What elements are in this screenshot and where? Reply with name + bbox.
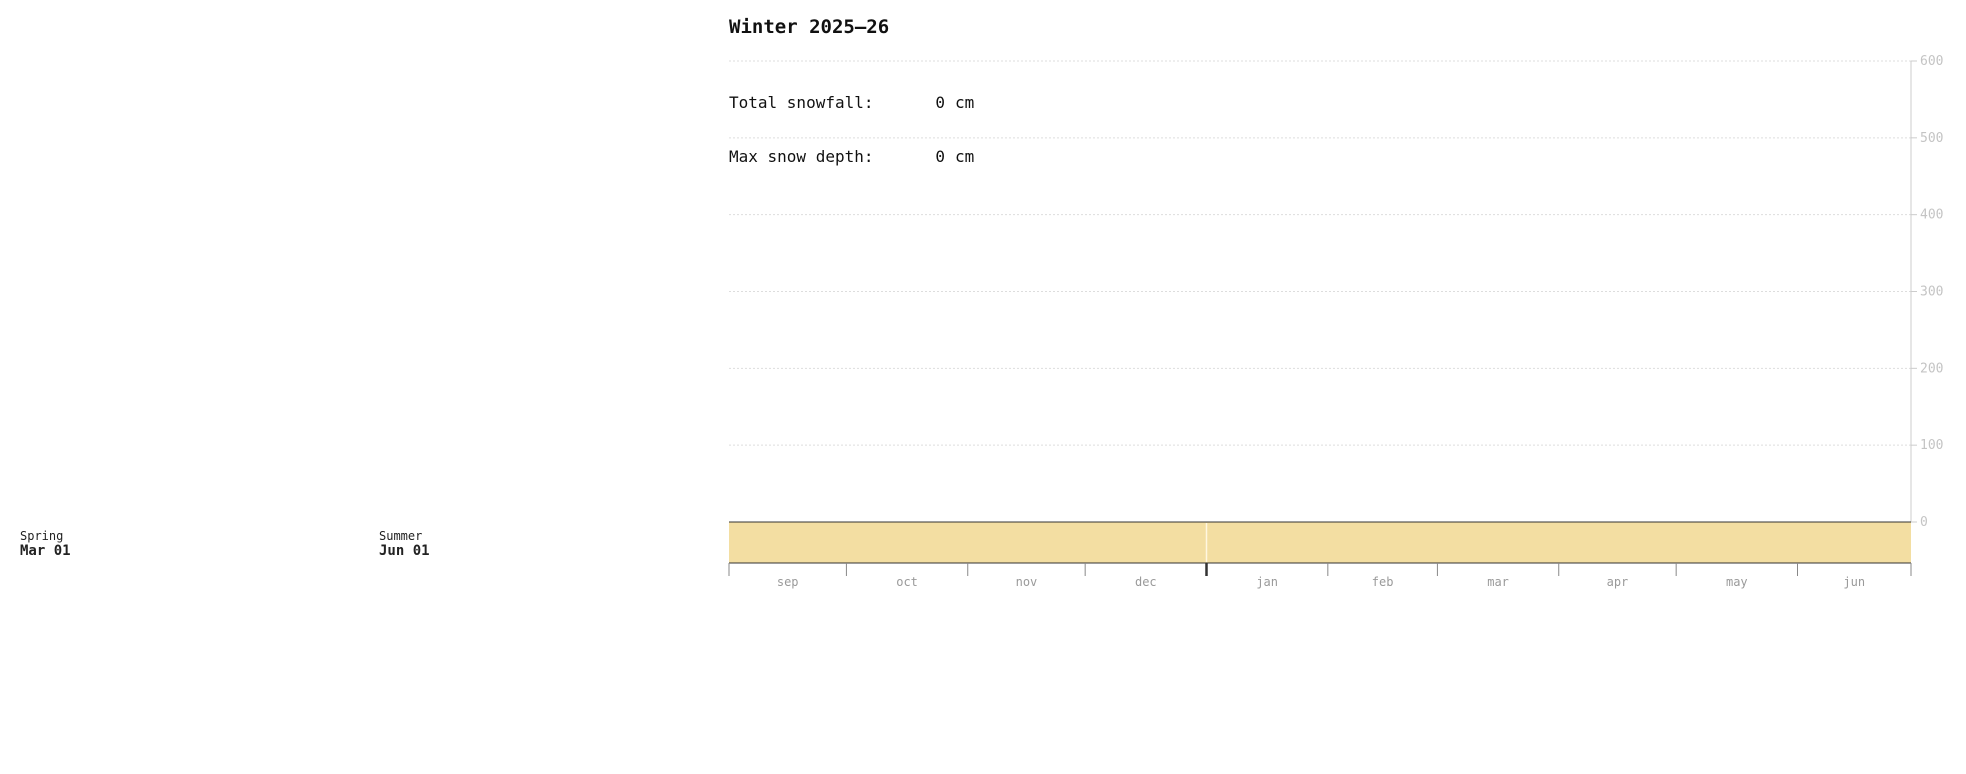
- month-label-jan: jan: [1256, 575, 1278, 589]
- stat-total-snowfall: Total snowfall: 0 cm: [729, 94, 974, 112]
- month-label-jun: jun: [1843, 575, 1865, 589]
- season-spring-name: Spring: [20, 529, 64, 543]
- max-depth-unit: cm: [955, 147, 975, 166]
- ytick-label-600: 600: [1920, 54, 1943, 69]
- stats-panel: Total snowfall: 0 cm Max snow depth: 0 cm: [729, 58, 974, 184]
- season-spring-date: Mar 01: [20, 543, 71, 559]
- ytick-label-400: 400: [1920, 208, 1943, 223]
- total-snowfall-label: Total snowfall:: [729, 93, 874, 112]
- season-summer-date: Jun 01: [379, 543, 430, 559]
- month-label-feb: feb: [1372, 575, 1394, 589]
- month-label-may: may: [1726, 575, 1748, 589]
- max-depth-label: Max snow depth:: [729, 147, 874, 166]
- ground-band: [729, 522, 1911, 563]
- total-snowfall-value: 0: [935, 93, 945, 112]
- total-snowfall-unit: cm: [955, 93, 975, 112]
- ytick-label-500: 500: [1920, 131, 1943, 146]
- season-summer-name: Summer: [379, 529, 423, 543]
- chart-title: Winter 2025–26: [729, 16, 890, 38]
- ytick-label-300: 300: [1920, 285, 1943, 300]
- month-label-mar: mar: [1487, 575, 1509, 589]
- ytick-label-100: 100: [1920, 438, 1943, 453]
- season-summer: Summer Jun 01: [379, 529, 430, 559]
- month-label-apr: apr: [1607, 575, 1629, 589]
- month-label-dec: dec: [1135, 575, 1157, 589]
- month-label-oct: oct: [896, 575, 918, 589]
- season-spring: Spring Mar 01: [20, 529, 71, 559]
- ytick-label-0: 0: [1920, 515, 1928, 530]
- max-depth-value: 0: [935, 147, 945, 166]
- month-label-sep: sep: [777, 575, 799, 589]
- stat-max-depth: Max snow depth: 0 cm: [729, 148, 974, 166]
- ytick-label-200: 200: [1920, 361, 1943, 376]
- month-label-nov: nov: [1016, 575, 1038, 589]
